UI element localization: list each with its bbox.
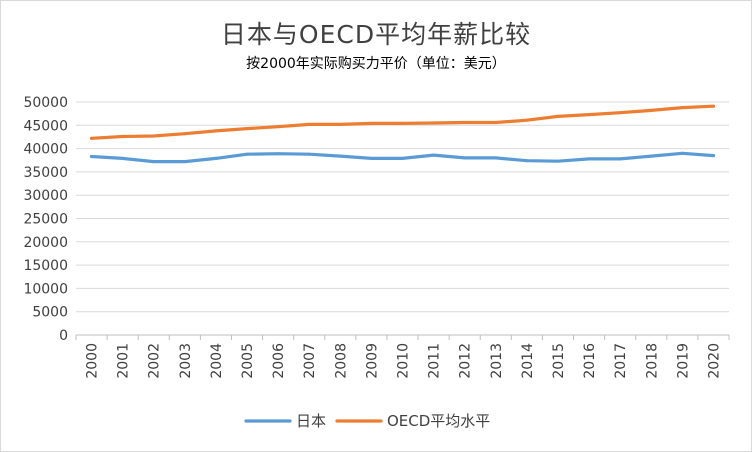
x-tick-label: 2012 xyxy=(458,343,474,379)
y-tick-label: 10000 xyxy=(23,281,68,297)
legend-label: 日本 xyxy=(296,412,326,430)
data-point xyxy=(463,156,467,160)
data-point xyxy=(90,136,94,140)
x-tick-label: 2009 xyxy=(364,343,380,379)
chart-title: 日本与OECD平均年薪比较 xyxy=(220,20,532,49)
x-tick-label: 2018 xyxy=(644,343,660,379)
y-tick-label: 25000 xyxy=(23,212,68,228)
x-tick-label: 2007 xyxy=(302,343,318,379)
data-point xyxy=(90,155,94,159)
y-tick-label: 45000 xyxy=(23,118,68,134)
data-point xyxy=(338,154,342,158)
data-point xyxy=(525,118,529,122)
data-point xyxy=(338,122,342,126)
x-tick-label: 2013 xyxy=(489,343,505,379)
data-point xyxy=(214,129,218,133)
data-point xyxy=(587,157,591,161)
chart-subtitle: 按2000年实际购买力平价（单位：美元） xyxy=(246,56,506,72)
data-point xyxy=(556,114,560,118)
y-tick-label: 30000 xyxy=(23,188,68,204)
x-tick-label: 2014 xyxy=(520,343,536,379)
data-point xyxy=(494,121,498,125)
data-point xyxy=(680,151,684,155)
data-point xyxy=(183,132,187,136)
x-tick-label: 2010 xyxy=(396,343,412,379)
data-point xyxy=(369,121,373,125)
x-tick-label: 2015 xyxy=(551,343,567,379)
data-point xyxy=(401,121,404,125)
x-tick-label: 2008 xyxy=(333,343,349,379)
x-tick-label: 2003 xyxy=(178,343,194,379)
x-tick-label: 2016 xyxy=(582,343,598,379)
data-point xyxy=(680,106,684,110)
data-point xyxy=(587,113,591,117)
legend-label: OECD平均水平 xyxy=(387,412,490,430)
y-tick-label: 40000 xyxy=(23,142,68,158)
data-point xyxy=(183,160,187,164)
data-point xyxy=(649,154,653,158)
y-tick-label: 15000 xyxy=(23,258,68,274)
x-tick-label: 2011 xyxy=(427,343,443,379)
data-point xyxy=(494,156,498,160)
data-point xyxy=(649,108,653,112)
data-point xyxy=(463,121,467,125)
x-tick-label: 2017 xyxy=(613,343,629,379)
data-point xyxy=(525,159,529,163)
data-point xyxy=(369,156,373,160)
x-tick-label: 2001 xyxy=(116,343,132,379)
data-point xyxy=(711,154,715,158)
y-tick-label: 50000 xyxy=(23,95,68,111)
data-point xyxy=(432,153,436,157)
data-point xyxy=(307,152,311,156)
y-tick-label: 0 xyxy=(59,328,68,344)
data-point xyxy=(276,152,280,156)
data-point xyxy=(245,152,249,156)
x-tick-label: 2000 xyxy=(85,343,101,379)
data-point xyxy=(307,122,311,126)
y-tick-label: 20000 xyxy=(23,235,68,251)
data-point xyxy=(432,121,436,125)
data-point xyxy=(401,156,404,160)
data-point xyxy=(121,134,125,138)
data-point xyxy=(556,159,560,163)
data-point xyxy=(618,111,622,115)
x-tick-label: 2006 xyxy=(271,343,287,379)
data-point xyxy=(214,156,218,160)
y-tick-label: 5000 xyxy=(32,305,68,321)
x-tick-label: 2004 xyxy=(209,343,225,379)
data-point xyxy=(152,160,156,164)
x-tick-label: 2020 xyxy=(706,343,722,379)
data-point xyxy=(152,134,156,138)
data-point xyxy=(121,156,125,160)
x-tick-label: 2005 xyxy=(240,343,256,379)
x-tick-label: 2002 xyxy=(147,343,163,379)
data-point xyxy=(618,157,622,161)
x-tick-label: 2019 xyxy=(675,343,691,379)
data-point xyxy=(711,104,715,108)
data-point xyxy=(245,127,249,131)
y-tick-label: 35000 xyxy=(23,165,68,181)
data-point xyxy=(276,125,280,129)
